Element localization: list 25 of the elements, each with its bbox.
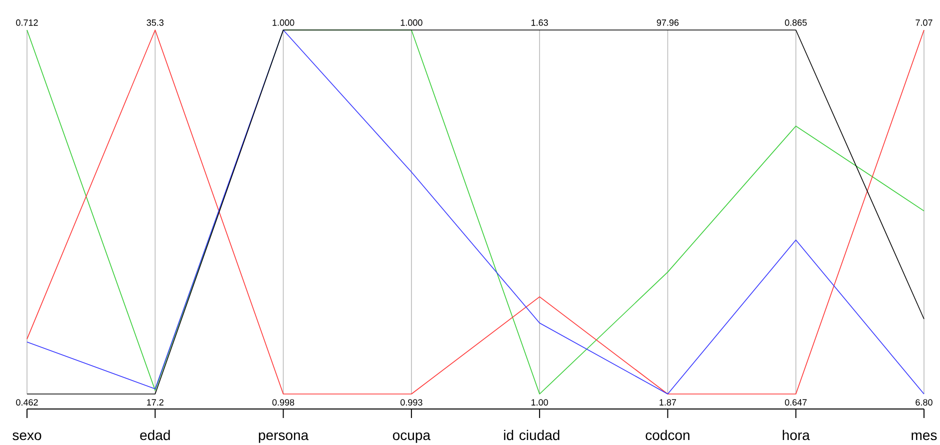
text: 6.80 <box>916 399 932 406</box>
text: 0.647 <box>784 399 807 406</box>
text: 1.87 <box>660 399 676 406</box>
x-tick-label: ocupa <box>392 432 431 443</box>
text: 0.998 <box>272 399 294 406</box>
text: 35.3 <box>146 19 164 26</box>
x-tick-label: ciudad <box>520 430 560 440</box>
text: 0.462 <box>16 399 38 406</box>
text: 0.712 <box>16 19 38 26</box>
text: 1.63 <box>532 19 548 26</box>
x-tick-label: codcon <box>646 430 690 440</box>
text: 17.2 <box>147 399 164 406</box>
text: 0.993 <box>400 399 422 406</box>
x-tick-label: sexo <box>12 432 42 440</box>
text: 1.00 <box>532 399 548 406</box>
text: 1.000 <box>400 19 422 26</box>
text: id <box>504 430 514 440</box>
text: 7.07 <box>916 19 932 26</box>
x-tick-label: persona <box>258 432 309 443</box>
x-tick-label: mes <box>912 432 937 440</box>
text: 97.96 <box>656 19 679 26</box>
text: 1.000 <box>272 19 294 26</box>
x-tick-label: hora <box>782 430 810 440</box>
x-tick-label: edad <box>140 430 170 440</box>
text: 0.865 <box>784 19 807 26</box>
